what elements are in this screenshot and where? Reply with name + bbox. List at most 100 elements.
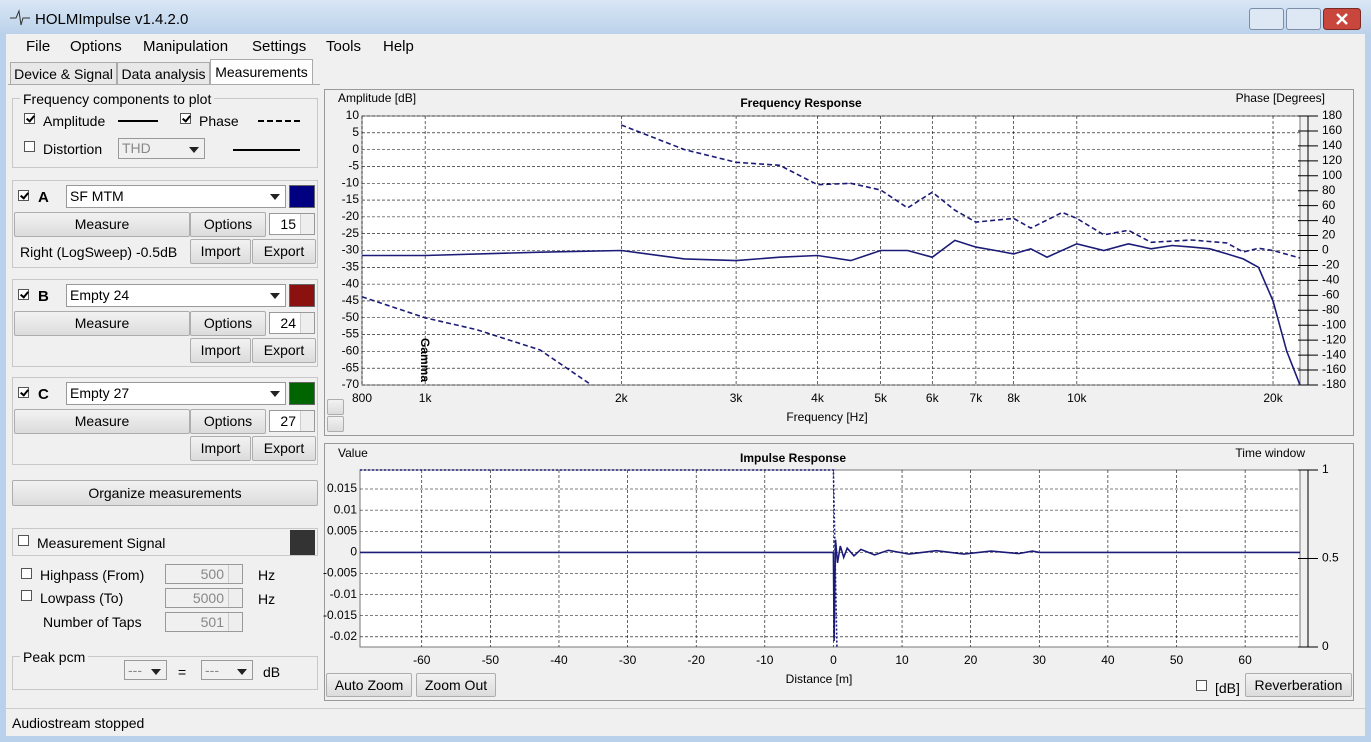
menu-item[interactable]: File [26, 38, 51, 55]
measurement-box [12, 377, 318, 465]
close-button[interactable] [1323, 8, 1361, 30]
impulse-panel [324, 443, 1354, 701]
measurement-select[interactable]: Empty 27 [66, 382, 286, 405]
checkbox[interactable] [18, 289, 29, 300]
checkbox[interactable] [1196, 680, 1207, 691]
x-tick-label: 50 [1170, 653, 1184, 667]
annotation: Gamma [418, 338, 432, 382]
y-tick-label: -0.02 [330, 629, 358, 643]
x-tick-label: -40 [550, 653, 568, 667]
y2-tick-label: 120 [1322, 153, 1342, 167]
zoom-out-button[interactable]: Zoom Out [416, 673, 496, 697]
import-button[interactable]: Import [190, 239, 251, 264]
tab[interactable]: Measurements [210, 59, 313, 84]
options-button[interactable]: Options [190, 409, 266, 434]
spinbox[interactable]: 15 [269, 213, 315, 235]
import-button[interactable]: Import [190, 338, 251, 363]
x-axis-label: Distance [m] [786, 672, 853, 686]
series-line [362, 239, 1301, 386]
label: Distortion [43, 141, 103, 157]
export-button[interactable]: Export [252, 239, 316, 264]
checkbox[interactable] [21, 590, 32, 601]
series-line [360, 539, 1300, 642]
label: Lowpass (To) [40, 590, 124, 606]
measurement-select[interactable]: Empty 24 [66, 284, 286, 307]
x-tick-label: -60 [413, 653, 431, 667]
spinbox[interactable]: 5000 [165, 588, 243, 608]
window-title: HOLMImpulse v1.4.2.0 [35, 11, 189, 28]
measurement-select[interactable]: SF MTM [66, 185, 286, 208]
group-title: Frequency components to plot [20, 91, 215, 107]
export-button[interactable]: Export [252, 436, 316, 461]
y-tick-label: -0.005 [323, 566, 357, 580]
signal-box [12, 528, 318, 556]
checkbox[interactable] [24, 141, 35, 152]
checkbox[interactable] [21, 568, 32, 579]
menu-item[interactable]: Help [383, 38, 414, 55]
scroll-down[interactable] [327, 416, 344, 432]
color-swatch[interactable] [289, 284, 315, 307]
measure-button[interactable]: Measure [14, 212, 190, 237]
spinbox[interactable]: 501 [165, 612, 243, 632]
y2-tick-label: 0 [1322, 243, 1329, 257]
auto-zoom-button[interactable]: Auto Zoom [326, 673, 412, 697]
unit: Hz [258, 567, 276, 583]
color-swatch[interactable] [290, 530, 315, 555]
color-swatch[interactable] [289, 382, 315, 405]
y-tick-label: 10 [346, 108, 360, 122]
options-button[interactable]: Options [190, 212, 266, 237]
checkbox[interactable] [18, 190, 29, 201]
reverberation-button[interactable]: Reverberation [1245, 673, 1352, 697]
y2-tick-label: 140 [1322, 138, 1342, 152]
line-sample [118, 120, 158, 122]
measure-button[interactable]: Measure [14, 311, 190, 336]
spinbox[interactable]: 500 [165, 564, 243, 584]
menu-item[interactable]: Manipulation [143, 38, 229, 55]
spinbox[interactable]: 24 [269, 312, 315, 334]
y-tick-label: -20 [342, 209, 360, 223]
checkbox[interactable] [180, 113, 191, 124]
export-button[interactable]: Export [252, 338, 316, 363]
x-tick-label: 0 [830, 653, 837, 667]
y2-tick-label: -140 [1322, 347, 1346, 361]
checkbox[interactable] [18, 387, 29, 398]
y2-tick-label: 160 [1322, 123, 1342, 137]
y2-tick-label: -40 [1322, 273, 1340, 287]
combobox[interactable]: THD [118, 138, 205, 159]
measurement-letter: A [38, 189, 49, 206]
import-button[interactable]: Import [190, 436, 251, 461]
tab[interactable]: Device & Signal [10, 62, 117, 84]
menu-item[interactable]: Options [70, 38, 122, 55]
y-tick-label: -70 [342, 377, 360, 391]
peak-field: --- [124, 660, 167, 680]
options-button[interactable]: Options [190, 311, 266, 336]
line-sample [233, 149, 300, 151]
x-tick-label: -30 [619, 653, 637, 667]
y-tick-label: 0.01 [334, 502, 358, 516]
peak-field: --- [201, 660, 253, 680]
spinbox[interactable]: 27 [269, 410, 315, 432]
y-tick-label: -45 [342, 293, 360, 307]
checkbox[interactable] [24, 113, 35, 124]
checkbox[interactable] [18, 535, 29, 546]
y2-tick-label: 60 [1322, 198, 1336, 212]
scroll-up[interactable] [327, 399, 344, 415]
tab[interactable]: Data analysis [117, 62, 210, 84]
group-title: Peak pcm [20, 649, 89, 665]
x-tick-label: 10 [895, 653, 909, 667]
menu-item[interactable]: Tools [326, 38, 362, 55]
y-tick-label: 0.015 [327, 481, 357, 495]
color-swatch[interactable] [289, 185, 315, 208]
organize-button[interactable]: Organize measurements [12, 480, 318, 506]
tab-line [8, 84, 320, 85]
measurement-letter: B [38, 288, 49, 305]
y-tick-label: 5 [352, 125, 359, 139]
minimize-button[interactable] [1249, 8, 1284, 30]
maximize-button[interactable] [1286, 8, 1321, 30]
y2-axis-label: Time window [1235, 446, 1305, 460]
menu-item[interactable]: Settings [252, 38, 307, 55]
y-axis-label: Amplitude [dB] [338, 91, 416, 105]
series-line [361, 124, 1301, 386]
measure-button[interactable]: Measure [14, 409, 190, 434]
